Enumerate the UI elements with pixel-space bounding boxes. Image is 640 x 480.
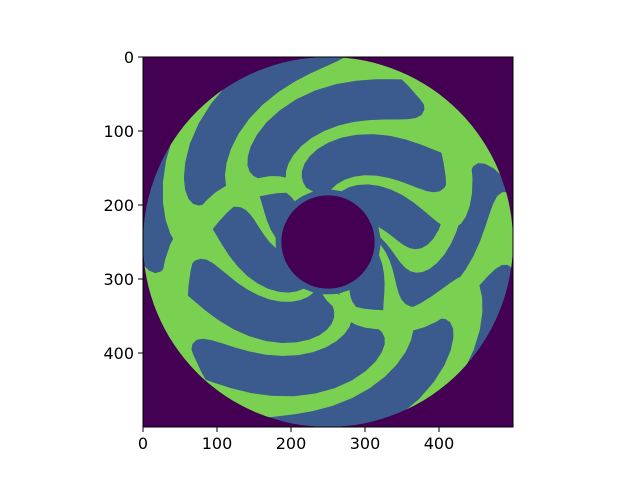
x-tick-label: 300	[350, 434, 381, 453]
arm-region	[331, 57, 473, 229]
arm-region	[154, 284, 352, 391]
inner-hole	[281, 195, 375, 289]
x-tick-label: 0	[138, 434, 148, 453]
arm-region	[143, 181, 276, 339]
y-tick-label: 400	[103, 344, 134, 363]
axes-frame	[142, 56, 514, 428]
x-tick-label: 100	[202, 434, 233, 453]
arm-region	[162, 66, 304, 252]
arm-region	[378, 109, 513, 273]
image-layer	[143, 57, 513, 427]
y-tick-label: 300	[103, 270, 134, 289]
x-tick-label: 400	[424, 434, 455, 453]
outer-background	[143, 57, 513, 427]
y-tick-label: 200	[103, 196, 134, 215]
y-tick-label: 100	[103, 122, 134, 141]
x-tick-label: 200	[276, 434, 307, 453]
y-tick-label: 0	[124, 48, 134, 67]
x-axis: 0 100 200 300 400	[138, 427, 454, 453]
y-axis: 0 100 200 300 400	[103, 48, 143, 363]
arm-region	[186, 294, 414, 421]
